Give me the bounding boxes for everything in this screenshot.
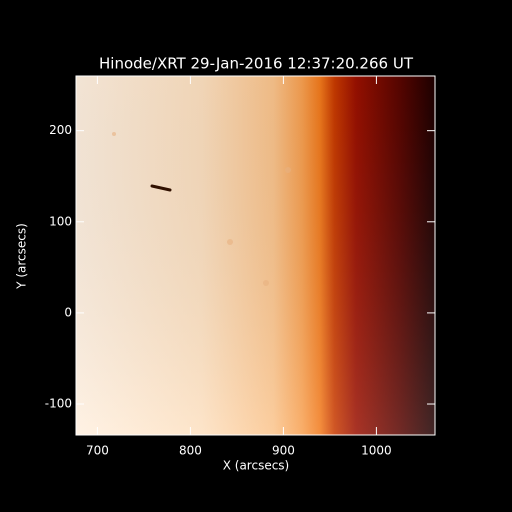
plot-frame [75, 75, 436, 436]
x-axis-label: X (arcsecs) [223, 459, 290, 473]
solar-image [76, 76, 435, 435]
y-tick-label: 0 [64, 305, 72, 319]
y-tick-label: 100 [49, 214, 72, 228]
y-tick-label: 200 [49, 123, 72, 137]
chart-title: Hinode/XRT 29-Jan-2016 12:37:20.266 UT [99, 55, 414, 73]
x-tick-label: 700 [86, 444, 109, 458]
x-tick-label: 1000 [361, 444, 392, 458]
x-tick-label: 900 [272, 444, 295, 458]
y-axis-label: Y (arcsecs) [15, 223, 29, 290]
y-tick-label: -100 [45, 397, 72, 411]
x-tick-label: 800 [179, 444, 202, 458]
